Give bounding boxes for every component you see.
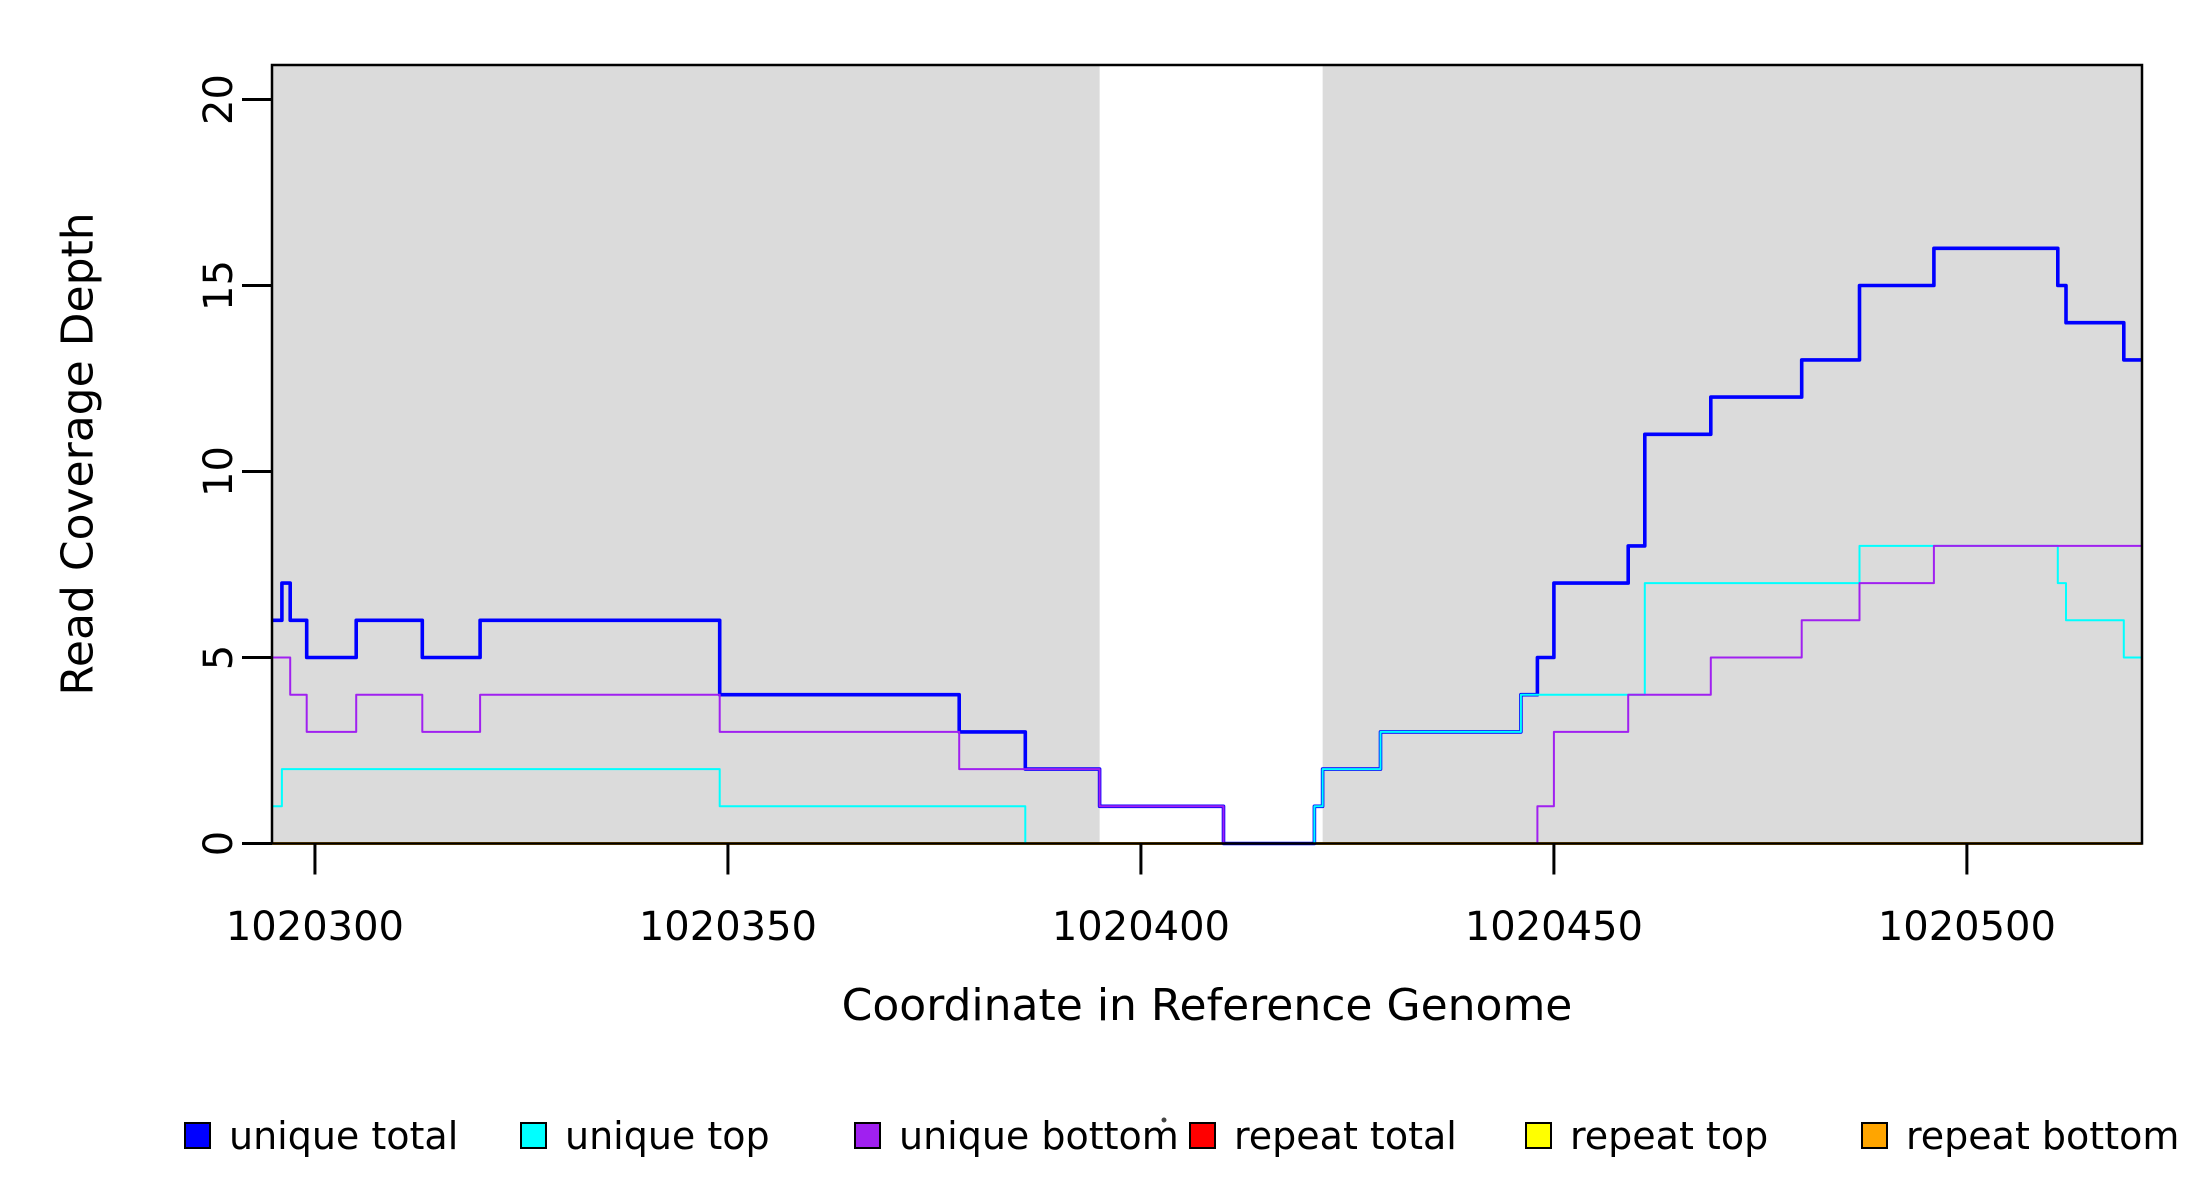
legend-swatch-repeat-total bbox=[1189, 1122, 1216, 1149]
y-tick-label: 5 bbox=[196, 645, 242, 670]
legend-label: unique top bbox=[565, 1114, 770, 1158]
x-tick-label: 1020450 bbox=[1465, 904, 1643, 950]
y-tick-label: 15 bbox=[196, 260, 242, 311]
legend-swatch-unique-top bbox=[520, 1122, 547, 1149]
y-tick-label: 10 bbox=[196, 446, 242, 497]
legend-swatch-unique-total bbox=[184, 1122, 211, 1149]
series-unique-bottom bbox=[272, 544, 2142, 845]
legend-swatch-repeat-top bbox=[1525, 1122, 1552, 1149]
plot-box bbox=[270, 63, 2144, 845]
plot-border bbox=[270, 63, 2144, 845]
shaded-regions bbox=[272, 65, 2142, 844]
legend-swatch-repeat-bottom bbox=[1861, 1122, 1888, 1149]
x-tick-label: 1020500 bbox=[1878, 904, 2056, 950]
x-tick-label: 1020350 bbox=[639, 904, 817, 950]
tick-labels: 1020300 1020350 1020400 1020450 1020500 0 5 10 1… bbox=[196, 74, 2056, 950]
shaded-region bbox=[272, 65, 1100, 844]
y-tick-label: 20 bbox=[196, 74, 242, 125]
x-axis-title: Coordinate in Reference Genome bbox=[842, 980, 1573, 1031]
legend: unique total unique top unique bottom repea… bbox=[184, 1114, 2179, 1158]
y-tick-label: 0 bbox=[196, 831, 242, 856]
stray-dot bbox=[1161, 1117, 1167, 1123]
legend-label: unique bottom bbox=[899, 1114, 1179, 1158]
legend-swatch-unique-bottom bbox=[854, 1122, 881, 1149]
axis-ticks bbox=[242, 98, 1969, 875]
decorations bbox=[1161, 1117, 1167, 1123]
shaded-region bbox=[1322, 65, 2142, 844]
legend-label: repeat bottom bbox=[1906, 1114, 2179, 1158]
legend-label: unique total bbox=[229, 1114, 458, 1158]
x-tick-label: 1020400 bbox=[1052, 904, 1230, 950]
legend-label: repeat top bbox=[1570, 1114, 1768, 1158]
series-unique-top bbox=[272, 544, 2142, 845]
legend-label: repeat total bbox=[1234, 1114, 1457, 1158]
y-axis-title: Read Coverage Depth bbox=[52, 212, 103, 695]
x-tick-label: 1020300 bbox=[226, 904, 404, 950]
